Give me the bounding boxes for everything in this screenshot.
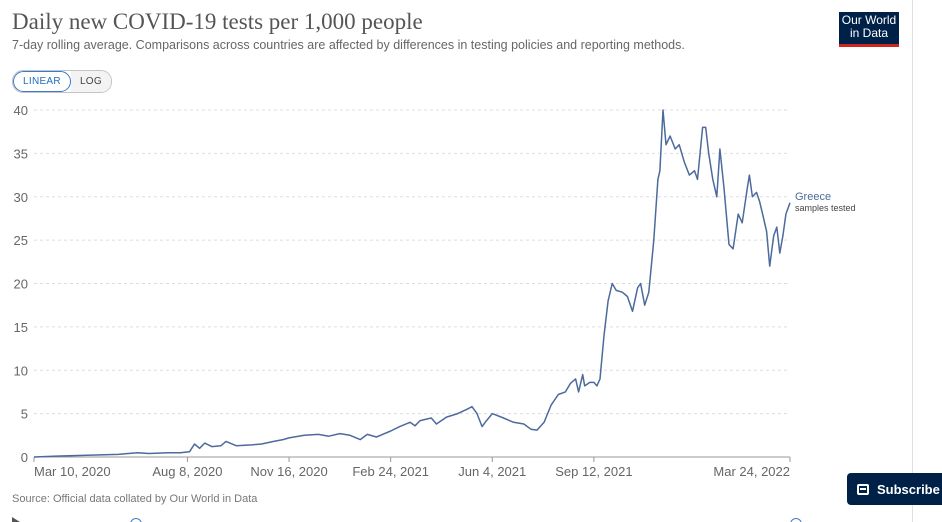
y-gridlines (34, 109, 790, 415)
y-tick-label: 5 (21, 407, 28, 422)
y-tick-label: 10 (14, 363, 28, 378)
source-note: Source: Official data collated by Our Wo… (12, 493, 258, 505)
y-tick-label: 40 (14, 103, 28, 118)
chart-title: Daily new COVID-19 tests per 1,000 peopl… (12, 9, 423, 34)
timeline-start-handle[interactable] (130, 518, 142, 522)
timeline-end-handle[interactable] (790, 518, 802, 522)
play-icon[interactable] (12, 517, 20, 522)
chart-subtitle: 7-day rolling average. Comparisons acros… (12, 38, 685, 52)
series-group (33, 109, 791, 458)
page-edge-divider (912, 0, 913, 522)
scale-toggle: LINEAR LOG (12, 70, 112, 93)
series-label-sublabel: samples tested (795, 203, 856, 213)
x-tick-label: Aug 8, 2020 (152, 464, 222, 479)
log-scale-button[interactable]: LOG (70, 71, 111, 92)
series-line-greece[interactable] (33, 109, 791, 458)
x-tick-label: Mar 10, 2020 (34, 464, 111, 479)
y-tick-label: 15 (14, 320, 28, 335)
x-tick-label: Jun 4, 2021 (458, 464, 526, 479)
x-tick-label: Mar 24, 2022 (713, 464, 790, 479)
logo-line-2: in Data (849, 26, 889, 40)
owid-logo[interactable]: Our World in Data (839, 12, 899, 47)
linear-scale-button[interactable]: LINEAR (13, 71, 71, 92)
logo-line-1: Our World (841, 13, 897, 27)
subscribe-icon (857, 483, 869, 495)
x-axis-ticks: Mar 10, 2020 Aug 8, 2020 Nov 16, 2020 Feb 2… (33, 457, 791, 479)
y-tick-label: 25 (14, 233, 28, 248)
y-tick-label: 30 (14, 190, 28, 205)
series-label-name: Greece (795, 191, 831, 203)
y-tick-label: 35 (14, 146, 28, 161)
subscribe-label: Subscribe (877, 481, 940, 497)
x-tick-label: Feb 24, 2021 (352, 464, 429, 479)
timeline-bar (0, 514, 912, 522)
x-tick-label: Sep 12, 2021 (555, 464, 632, 479)
x-tick-label: Nov 16, 2020 (250, 464, 327, 479)
y-tick-label: 20 (14, 277, 28, 292)
subscribe-button[interactable]: Subscribe (847, 473, 942, 505)
y-axis-tick-labels: 0 5 10 15 20 25 30 35 40 (14, 103, 28, 465)
y-tick-label: 0 (21, 450, 28, 465)
